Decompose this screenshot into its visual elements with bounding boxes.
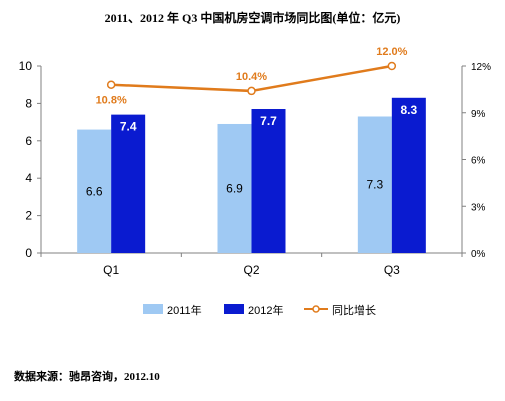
y-right-tick-label: 3%: [471, 202, 486, 213]
y-left-tick-label: 8: [25, 96, 32, 110]
bar-2011-value-label: 6.9: [226, 181, 243, 195]
legend-swatch: [143, 304, 163, 314]
growth-value-label: 12.0%: [376, 46, 407, 58]
bar-2012: [251, 109, 286, 253]
legend-line-marker: [312, 305, 320, 313]
growth-line-group: [106, 61, 397, 96]
legend-label: 2011年: [167, 303, 202, 317]
growth-value-label: 10.8%: [96, 95, 127, 107]
growth-point: [106, 80, 116, 89]
y-right-tick-label: 12%: [471, 62, 491, 73]
growth-point: [247, 86, 256, 96]
chart-title: 2011、2012 年 Q3 中国机房空调市场同比图(单位：亿元): [104, 11, 401, 25]
y-right-tick-label: 0%: [471, 249, 486, 260]
y-right-tick-label: 9%: [471, 109, 486, 120]
data-labels-group: 6.6 7.4 6.9 7.7 7.3 8.3 10.8% 10.4% 12.0%: [86, 46, 418, 198]
bar-2011: [357, 116, 392, 254]
bar-2012: [391, 97, 426, 253]
y-left-tick-label: 6: [25, 134, 32, 148]
legend-label: 2012年: [248, 303, 283, 317]
legend-swatch: [224, 304, 244, 314]
growth-value-label: 10.4%: [236, 71, 267, 83]
legend-label: 同比增长: [332, 303, 376, 317]
growth-point: [387, 61, 397, 71]
y-left-tick-label: 4: [25, 171, 32, 185]
bar-2012-value-label: 7.4: [120, 120, 137, 134]
bar-2011-value-label: 6.6: [86, 184, 103, 198]
bar-2012: [111, 114, 146, 254]
bar-2012-value-label: 7.7: [260, 114, 277, 128]
y-left-tick-label: 2: [25, 209, 32, 223]
bar-2011: [217, 123, 252, 253]
bar-2012-value-label: 8.3: [400, 103, 417, 117]
bar-2011: [77, 129, 112, 253]
x-tick-label: Q3: [384, 263, 400, 277]
bar-2011-value-label: 7.3: [366, 178, 383, 192]
bars-group: [77, 97, 426, 254]
x-tick-label: Q2: [243, 263, 259, 277]
x-tick-label: Q1: [103, 263, 119, 277]
y-left-tick-label: 0: [25, 246, 32, 260]
source-note: 数据来源：驰昂咨询，2012.10: [14, 371, 160, 383]
y-right-tick-label: 6%: [471, 156, 486, 167]
legend: 2011年 2012年 同比增长: [143, 303, 376, 317]
y-left-tick-label: 10: [19, 59, 33, 73]
